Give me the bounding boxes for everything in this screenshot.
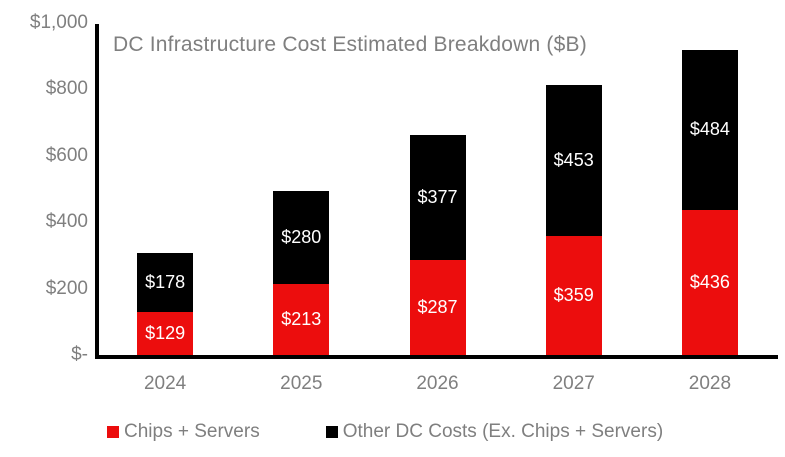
y-axis-line: [95, 24, 99, 359]
y-tick-label: $400: [45, 211, 88, 233]
chart-title: DC Infrastructure Cost Estimated Breakdo…: [113, 33, 587, 56]
bar-segment-chips-servers-2028: $436: [681, 210, 738, 355]
y-tick-label: $600: [45, 144, 88, 166]
bar-value-label: $129: [145, 323, 186, 344]
x-tick-label-2027: 2027: [552, 373, 595, 394]
y-tick-label: $200: [45, 277, 88, 299]
bar-value-label: $178: [145, 272, 186, 293]
bar-segment-other-dc-costs-2025: $280: [273, 191, 330, 285]
bar-value-label: $287: [417, 296, 458, 317]
bar-stack: $359 $453: [545, 85, 602, 355]
bar-segment-other-dc-costs-2028: $484: [681, 49, 738, 211]
bar-segment-chips-servers-2027: $359: [545, 235, 602, 355]
bar-group-2026: $287 $377: [369, 23, 505, 355]
bar-group-2024: $129 $178: [97, 23, 233, 355]
legend-swatch-icon: [107, 426, 119, 438]
y-tick-label: $800: [45, 78, 88, 100]
legend: Chips + Servers Other DC Costs (Ex. Chips…: [107, 421, 663, 443]
y-axis-tick-labels: $- $200 $400 $600 $800 $1,000: [0, 0, 88, 457]
bar-value-label: $453: [553, 150, 594, 171]
x-tick-label-2026: 2026: [416, 373, 459, 394]
bar-value-label: $280: [281, 227, 322, 248]
legend-item: Other DC Costs (Ex. Chips + Servers): [325, 421, 664, 443]
legend-item: Chips + Servers: [107, 421, 260, 443]
bar-stack: $129 $178: [137, 253, 194, 355]
x-axis-tick-labels: 2024 2025 2026 2027 2028: [97, 372, 778, 395]
x-tick-label-2024: 2024: [143, 373, 187, 394]
bar-value-label: $377: [417, 186, 458, 207]
bar-segment-chips-servers-2025: $213: [273, 284, 330, 355]
bar-segment-other-dc-costs-2027: $453: [545, 85, 602, 236]
bar-segment-other-dc-costs-2024: $178: [137, 253, 194, 313]
bar-group-2025: $213 $280: [233, 23, 369, 355]
x-tick-label-2025: 2025: [280, 373, 323, 394]
y-tick-label: $-: [71, 344, 88, 365]
bar-segment-chips-servers-2026: $287: [409, 259, 466, 355]
bar-stack: $287 $377: [409, 134, 466, 355]
plot-area: $129 $178 $213 $280 $287 $377 $359 $453 $436 $484: [97, 23, 778, 355]
bar-segment-chips-servers-2024: $129: [137, 312, 194, 355]
legend-swatch-icon: [325, 426, 338, 438]
legend-label: Chips + Servers: [124, 421, 260, 442]
bar-value-label: $484: [689, 119, 730, 140]
bar-value-label: $436: [689, 272, 730, 293]
bar-stack: $213 $280: [273, 191, 330, 355]
x-tick-label-2028: 2028: [688, 373, 732, 394]
legend-label: Other DC Costs (Ex. Chips + Servers): [342, 421, 664, 442]
bar-value-label: $213: [281, 309, 322, 330]
bar-segment-other-dc-costs-2026: $377: [409, 134, 466, 260]
bar-group-2028: $436 $484: [642, 23, 778, 355]
y-tick-label: $1,000: [29, 12, 88, 33]
bar-group-2027: $359 $453: [506, 23, 642, 355]
bar-value-label: $359: [553, 284, 594, 305]
bar-stack: $436 $484: [681, 49, 738, 355]
x-axis-line: [95, 355, 778, 359]
